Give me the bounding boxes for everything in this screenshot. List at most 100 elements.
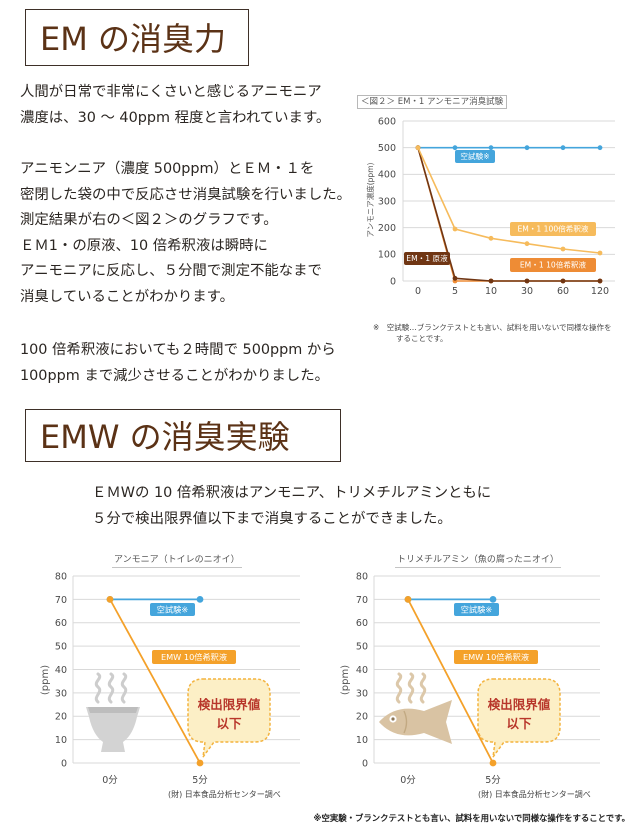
- y-tick-label: 80: [55, 571, 67, 582]
- y-tick-label: 10: [55, 735, 67, 746]
- series-label-text: EM・1 10倍希釈液: [520, 260, 587, 270]
- y-tick-label: 300: [378, 196, 396, 207]
- series-label: 空試験※: [454, 603, 499, 616]
- text-line: 濃度は、30 ～ 40ppm 程度と言われています。: [20, 109, 331, 126]
- y-tick-label: 400: [378, 170, 396, 181]
- callout-bubble: [187, 678, 271, 758]
- y-tick-label: 10: [356, 735, 368, 746]
- y-tick-label: 60: [356, 618, 368, 629]
- data-point: [452, 226, 458, 232]
- y-tick-label: 100: [378, 250, 396, 261]
- text-line: ＥＭWの 10 倍希釈液はアンモニア、トリメチルアミンともに: [92, 485, 492, 501]
- data-point: [524, 241, 530, 247]
- data-point: [452, 145, 458, 151]
- odor-line: [395, 672, 403, 704]
- callout-text: 検出限界値: [488, 697, 551, 712]
- x-tick-label: 0分: [102, 775, 118, 786]
- trimethylamine-chart-title: トリメチルアミン（魚の腐ったニオイ）: [395, 554, 561, 568]
- series-label-box: [455, 150, 495, 163]
- text-line: アニモニアに反応し、５分間で測定不能なまで: [20, 263, 322, 280]
- fish-icon: [379, 672, 452, 744]
- odor-line: [94, 672, 102, 704]
- x-tick-label: 10: [485, 286, 497, 297]
- y-tick-label: 20: [55, 712, 67, 723]
- data-point: [597, 250, 603, 256]
- series-label-box: [454, 603, 499, 616]
- odor-line: [407, 672, 415, 704]
- section-title-emw: EMW の消臭実験: [25, 409, 341, 462]
- y-tick-label: 30: [55, 688, 67, 699]
- series-label-box: [510, 258, 596, 272]
- y-axis-label: アンモニア濃度(ppm): [365, 162, 375, 237]
- callout-text: 以下: [506, 716, 532, 731]
- y-axis-label: (ppm): [340, 665, 351, 695]
- series-label: EM・1 10倍希釈液: [510, 258, 596, 272]
- series-label-text: 空試験※: [460, 151, 489, 161]
- data-point: [560, 145, 566, 151]
- toilet-rim: [88, 707, 138, 713]
- series-line: [109, 598, 201, 764]
- data-point: [106, 595, 114, 603]
- series-label: EM・1 100倍希釈液: [510, 222, 596, 236]
- series-0: [106, 595, 204, 603]
- data-point: [524, 278, 530, 284]
- x-tick-label: 0分: [400, 775, 416, 786]
- series-0: [404, 595, 497, 603]
- section-title-em: EM の消臭力: [25, 9, 249, 66]
- series-label-text: EM・1 原液: [406, 253, 448, 263]
- text-line: 測定結果が右の＜図２＞のグラフです。: [20, 212, 278, 229]
- data-point: [452, 275, 458, 281]
- y-tick-label: 50: [356, 642, 368, 653]
- series-0: [415, 145, 603, 151]
- series-label-box: [404, 252, 450, 265]
- series-label: EMW 10倍希釈液: [152, 650, 236, 664]
- text-line: ＥＭ1・の原液、10 倍希釈液は瞬時に: [20, 237, 268, 254]
- data-point: [489, 759, 497, 767]
- footnote-line: ※ 空試験…ブランクテストとも言い、試料を用いないで同様な操作を: [373, 323, 612, 332]
- series-1: [404, 595, 497, 767]
- series-label: EM・1 原液: [404, 252, 450, 265]
- y-tick-label: 200: [378, 223, 396, 234]
- data-point: [524, 145, 530, 151]
- data-point: [560, 246, 566, 252]
- em-paragraph-2: アニモンニア（濃度 500ppm）とＥＭ・１を 密閉した袋の中で反応させ消臭試験…: [20, 157, 351, 311]
- x-tick-label: 5: [452, 286, 458, 297]
- data-point: [415, 145, 421, 151]
- text-line: アニモンニア（濃度 500ppm）とＥＭ・１を: [20, 161, 315, 177]
- series-line: [417, 147, 601, 254]
- x-tick-label: 120: [591, 286, 609, 297]
- figure-2-title: ＜図２＞ EM・1 アンモニア消臭試験: [357, 95, 508, 109]
- data-point: [597, 145, 603, 151]
- y-tick-label: 60: [55, 618, 67, 629]
- toilet-icon: [86, 672, 140, 752]
- em-paragraph-3: 100 倍希釈液においても２時間で 500ppm から 100ppm まで減少さ…: [20, 338, 336, 389]
- y-tick-label: 70: [55, 595, 67, 606]
- odor-line: [107, 672, 115, 704]
- series-line: [407, 598, 494, 764]
- chart-1: 0 10 20 30 40 50 60 70 80 0分 5分 (ppm) 空試験※ EMW 10倍希釈液…: [40, 571, 300, 786]
- callout-text: 検出限界値: [198, 697, 261, 712]
- ammonia-chart-title: アンモニア（トイレのニオイ）: [112, 554, 242, 568]
- chart-0: 0 100 200 300 400 500 600 0 5 10 30 60 120 アンモニア濃度(pp…: [365, 116, 615, 297]
- trimethylamine-chart-source: (財) 日本食品分析センター調べ: [478, 790, 591, 799]
- callout-text: 以下: [216, 716, 242, 731]
- series-label-text: 空試験※: [157, 604, 189, 614]
- text-line: 消臭していることがわかります。: [20, 288, 234, 305]
- x-tick-label: 30: [521, 286, 533, 297]
- series-label-box: [150, 603, 195, 616]
- data-point: [560, 278, 566, 284]
- detection-limit-callout: 検出限界値以下: [477, 678, 561, 758]
- data-point: [597, 278, 603, 284]
- y-tick-label: 40: [356, 665, 368, 676]
- y-tick-label: 50: [55, 642, 67, 653]
- y-tick-label: 30: [356, 688, 368, 699]
- x-tick-label: 5分: [485, 775, 501, 786]
- section-title-text: EMW の消臭実験: [40, 417, 290, 456]
- series-label: 空試験※: [455, 150, 495, 163]
- y-axis-label: (ppm): [40, 665, 51, 695]
- y-tick-label: 80: [356, 571, 368, 582]
- detection-limit-callout: 検出限界値以下: [187, 678, 271, 758]
- y-tick-label: 0: [362, 758, 368, 769]
- series-label-box: [510, 222, 596, 236]
- data-point: [488, 235, 494, 241]
